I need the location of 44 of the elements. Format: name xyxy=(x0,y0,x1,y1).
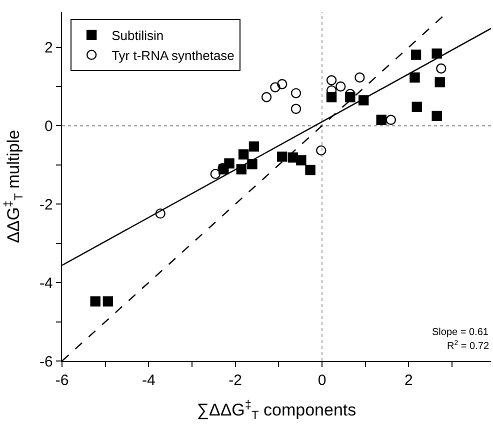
point xyxy=(434,77,445,88)
point xyxy=(238,149,249,160)
point xyxy=(296,155,306,166)
point xyxy=(270,82,280,92)
legend-label: Tyr t-RNA synthetase xyxy=(112,48,234,63)
point xyxy=(410,50,422,60)
x-tick-label: -2 xyxy=(228,372,242,390)
annotation: R$^{2}$ = 0.72 xyxy=(447,340,490,352)
point xyxy=(102,296,114,306)
point xyxy=(261,92,272,102)
point xyxy=(386,114,396,125)
point xyxy=(90,296,100,306)
x-tick-label: -4 xyxy=(142,372,156,390)
point xyxy=(290,88,302,98)
y-tick-label: -6 xyxy=(40,353,53,370)
point xyxy=(290,104,302,114)
point xyxy=(305,164,316,176)
annotation: Slope = 0.61 xyxy=(432,327,489,338)
point xyxy=(410,72,420,83)
point xyxy=(432,110,442,122)
legend-label: Subtilisin xyxy=(112,28,164,43)
point xyxy=(247,159,258,170)
point xyxy=(277,79,288,90)
x-tick-label: 0 xyxy=(318,372,326,390)
point xyxy=(326,75,337,86)
point xyxy=(412,102,422,112)
point xyxy=(236,164,246,174)
point xyxy=(436,63,446,74)
point xyxy=(277,152,288,162)
x-tick-label: 2 xyxy=(404,372,413,390)
point xyxy=(155,208,166,219)
point xyxy=(210,168,220,180)
point xyxy=(376,114,386,125)
point xyxy=(354,72,365,83)
y-tick-label: -2 xyxy=(40,196,53,214)
y-tick-label: -4 xyxy=(40,274,53,292)
point xyxy=(432,48,442,59)
point xyxy=(248,141,260,152)
x-axis-title: ∑ΔΔG$^{‡}$$_{T}$ components xyxy=(196,397,356,422)
point xyxy=(316,145,326,156)
point xyxy=(224,158,234,168)
y-tick-label: 2 xyxy=(44,40,53,57)
point xyxy=(336,81,346,92)
y-tick-label: 0 xyxy=(44,118,53,135)
